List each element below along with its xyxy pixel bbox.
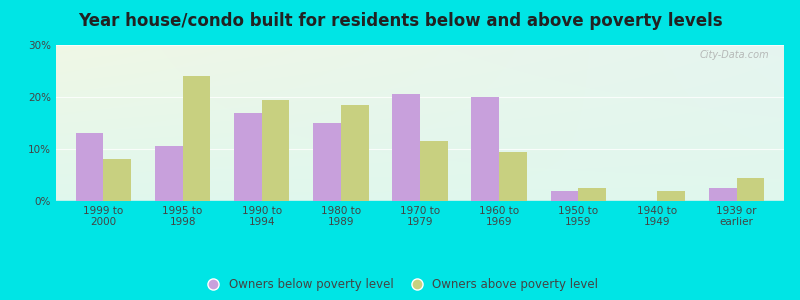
Bar	[182, 76, 210, 201]
Bar	[499, 152, 527, 201]
Bar	[578, 188, 606, 201]
Bar	[471, 97, 499, 201]
Text: Year house/condo built for residents below and above poverty levels: Year house/condo built for residents bel…	[78, 12, 722, 30]
Bar	[76, 134, 103, 201]
Bar	[737, 178, 764, 201]
Bar	[262, 100, 290, 201]
Bar	[420, 141, 448, 201]
Text: City-Data.com: City-Data.com	[700, 50, 770, 60]
Bar	[155, 146, 182, 201]
Bar	[709, 188, 737, 201]
Bar	[234, 112, 262, 201]
Bar	[550, 190, 578, 201]
Legend: Owners below poverty level, Owners above poverty level: Owners below poverty level, Owners above…	[202, 278, 598, 291]
Bar	[313, 123, 341, 201]
Bar	[658, 190, 685, 201]
Bar	[392, 94, 420, 201]
Bar	[103, 159, 131, 201]
Bar	[341, 105, 369, 201]
